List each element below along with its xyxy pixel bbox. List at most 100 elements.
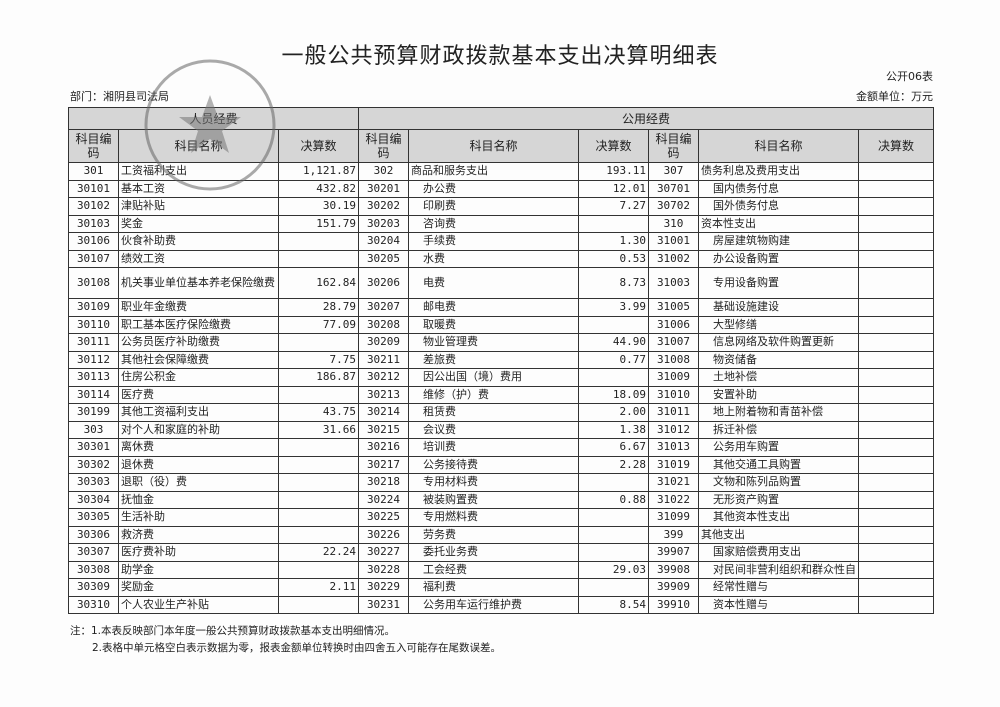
subject-code-cell: 31003 [648,267,699,299]
subject-code-cell: 30227 [358,543,409,562]
subject-name-cell: 助学金 [118,560,279,579]
table-row: 30112 其他社会保障缴费 7.75 30211 差旅费 0.77 31008 物资储备 [68,350,935,369]
amount-cell [578,473,649,492]
amount-cell [578,525,649,544]
subject-name-cell: 地上附着物和青苗补偿 [698,403,859,422]
amount-cell: 1.30 [578,232,649,251]
subject-code-cell: 31008 [648,350,699,369]
amount-cell [857,473,935,492]
subject-name-cell: 公务接待费 [408,455,579,474]
subject-code-cell: 30114 [68,385,119,404]
subject-code-cell: 30224 [358,490,409,509]
subject-code-cell: 30106 [68,232,119,251]
amount-cell [857,595,935,614]
amount-cell: 28.79 [278,298,359,317]
col-amount: 决算数 [578,129,649,163]
amount-cell [857,267,935,299]
subject-code-cell: 30202 [358,197,409,216]
col-code: 科目编码 [68,129,119,163]
subject-name-cell: 维修（护）费 [408,385,579,404]
subject-name-cell: 无形资产购置 [698,490,859,509]
subject-code-cell: 399 [648,525,699,544]
subject-name-cell: 手续费 [408,232,579,251]
col-code: 科目编码 [358,129,409,163]
amount-cell [857,249,935,268]
amount-cell: 31.66 [278,420,359,439]
subject-name-cell: 其他工资福利支出 [118,403,279,422]
amount-cell: 44.90 [578,333,649,352]
subject-code-cell: 30302 [68,455,119,474]
table-row: 30103 奖金 151.79 30203 咨询费 310 资本性支出 [68,214,935,233]
table-body: 301 工资福利支出 1,121.87 302 商品和服务支出 193.11 307 债务利息… [68,162,935,614]
subject-code-cell: 30209 [358,333,409,352]
amount-cell [278,560,359,579]
subject-name-cell: 国外债务付息 [698,197,859,216]
subject-code-cell: 30229 [358,578,409,597]
subject-name-cell: 劳务费 [408,525,579,544]
subject-name-cell: 委托业务费 [408,543,579,562]
amount-cell [578,578,649,597]
subject-code-cell: 31011 [648,403,699,422]
amount-cell [278,525,359,544]
subject-code-cell: 30113 [68,368,119,387]
subject-name-cell: 差旅费 [408,350,579,369]
amount-cell: 7.75 [278,350,359,369]
table-row: 30110 职工基本医疗保险缴费 77.09 30208 取暖费 31006 大型修缮 [68,315,935,334]
table-row: 30305 生活补助 30225 专用燃料费 31099 其他资本性支出 [68,508,935,527]
subject-name-cell: 医疗费 [118,385,279,404]
table-row: 30111 公务员医疗补助缴费 30209 物业管理费 44.90 31007 信息网络及软… [68,333,935,352]
subject-code-cell: 30215 [358,420,409,439]
subject-code-cell: 30109 [68,298,119,317]
amount-cell [578,508,649,527]
subject-name-cell: 专用材料费 [408,473,579,492]
subject-code-cell: 31001 [648,232,699,251]
amount-cell: 2.28 [578,455,649,474]
subject-name-cell: 信息网络及软件购置更新 [698,333,859,352]
subject-code-cell: 30201 [358,179,409,198]
personnel-header: 人员经费 [68,107,359,130]
subject-code-cell: 39910 [648,595,699,614]
subject-code-cell: 30216 [358,438,409,457]
subject-code-cell: 30102 [68,197,119,216]
table-row: 301 工资福利支出 1,121.87 302 商品和服务支出 193.11 307 债务利息… [68,162,935,181]
subject-name-cell: 文物和陈列品购置 [698,473,859,492]
public-header: 公用经费 [357,107,935,130]
subject-name-cell: 抚恤金 [118,490,279,509]
subject-name-cell: 被装购置费 [408,490,579,509]
subject-code-cell: 30212 [358,368,409,387]
subject-name-cell: 印刷费 [408,197,579,216]
note-1: 注：1.本表反映部门本年度一般公共预算财政拨款基本支出明细情况。 [70,625,396,637]
amount-cell [857,232,935,251]
subject-code-cell: 30228 [358,560,409,579]
subject-name-cell: 机关事业单位基本养老保险缴费 [118,267,279,299]
amount-cell [278,455,359,474]
subject-code-cell: 30107 [68,249,119,268]
subject-name-cell: 离休费 [118,438,279,457]
amount-cell: 1,121.87 [278,162,359,181]
table-row: 30199 其他工资福利支出 43.75 30214 租赁费 2.00 31011 地上附着物… [68,403,935,422]
unit-label: 金额单位：万元 [856,90,933,103]
subject-name-cell: 公务员医疗补助缴费 [118,333,279,352]
subject-name-cell: 安置补助 [698,385,859,404]
amount-cell: 29.03 [578,560,649,579]
subject-code-cell: 30303 [68,473,119,492]
subject-name-cell: 债务利息及费用支出 [698,162,859,181]
subject-name-cell: 土地补偿 [698,368,859,387]
subject-code-cell: 30307 [68,543,119,562]
subject-name-cell: 退休费 [118,455,279,474]
subject-code-cell: 31010 [648,385,699,404]
subject-name-cell: 伙食补助费 [118,232,279,251]
notes: 注：1.本表反映部门本年度一般公共预算财政拨款基本支出明细情况。 2.表格中单元… [70,623,501,657]
amount-cell [857,438,935,457]
amount-cell: 3.99 [578,298,649,317]
table-row: 30107 绩效工资 30205 水费 0.53 31002 办公设备购置 [68,249,935,268]
subject-name-cell: 水费 [408,249,579,268]
subject-name-cell: 对个人和家庭的补助 [118,420,279,439]
amount-cell: 30.19 [278,197,359,216]
subject-code-cell: 302 [358,162,409,181]
amount-cell: 77.09 [278,315,359,334]
subject-code-cell: 307 [648,162,699,181]
table-row: 30310 个人农业生产补贴 30231 公务用车运行维护费 8.54 39910 资本性赠… [68,595,935,614]
subject-code-cell: 30213 [358,385,409,404]
